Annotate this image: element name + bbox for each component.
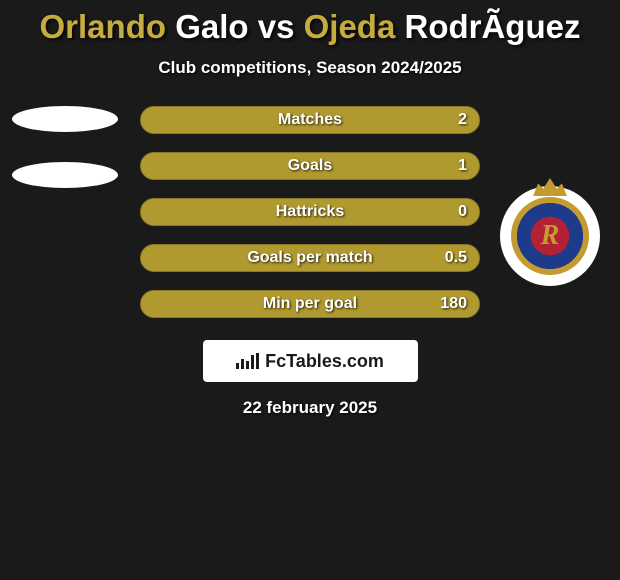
player1-first: Orlando: [40, 8, 167, 45]
stat-value-right: 180: [440, 295, 467, 313]
chart-icon: [236, 353, 259, 369]
stat-value-right: 2: [458, 111, 467, 129]
stat-label: Goals: [288, 157, 332, 175]
club-logo: R: [500, 186, 600, 286]
main-content: Matches 2 Goals 1 Hattricks 0 Goals per …: [0, 106, 620, 318]
fctables-label: FcTables.com: [265, 351, 384, 372]
stat-bar-gpm: Goals per match 0.5: [140, 244, 480, 272]
club-logo-letter: R: [541, 220, 560, 252]
player1-avatar-area: [12, 106, 118, 218]
player1-last: Galo: [175, 8, 248, 45]
comparison-title: Orlando Galo vs Ojeda RodrÃguez: [40, 8, 581, 46]
stat-value-right: 1: [458, 157, 467, 175]
player2-first: Ojeda: [304, 8, 396, 45]
club-logo-inner: R: [511, 197, 589, 275]
stats-container: Matches 2 Goals 1 Hattricks 0 Goals per …: [140, 106, 480, 318]
stat-label: Min per goal: [263, 295, 357, 313]
stat-label: Goals per match: [247, 249, 372, 267]
player2-last: RodrÃguez: [404, 8, 580, 45]
stat-bar-mpg: Min per goal 180: [140, 290, 480, 318]
stat-value-right: 0: [458, 203, 467, 221]
stat-bar-matches: Matches 2: [140, 106, 480, 134]
stat-label: Hattricks: [276, 203, 344, 221]
fctables-badge[interactable]: FcTables.com: [203, 340, 418, 382]
stat-value-right: 0.5: [445, 249, 467, 267]
subtitle: Club competitions, Season 2024/2025: [158, 58, 461, 78]
player1-avatar-blank-1: [12, 106, 118, 132]
player1-avatar-blank-2: [12, 162, 118, 188]
stat-label: Matches: [278, 111, 342, 129]
date-text: 22 february 2025: [243, 398, 377, 418]
crown-icon: [533, 178, 567, 196]
vs-text: vs: [258, 8, 295, 45]
stat-bar-goals: Goals 1: [140, 152, 480, 180]
stat-bar-hattricks: Hattricks 0: [140, 198, 480, 226]
player2-club-area: R: [500, 186, 600, 286]
